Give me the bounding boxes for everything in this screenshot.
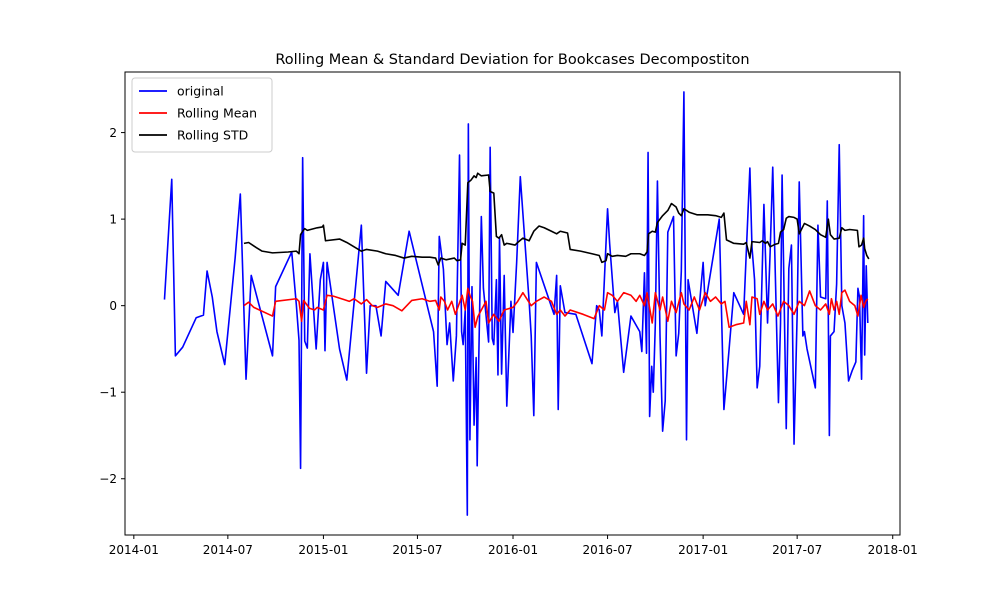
series-line-original xyxy=(163,91,869,516)
x-tick-label: 2017-07 xyxy=(772,543,822,557)
x-tick-label: 2018-01 xyxy=(868,543,918,557)
legend: original Rolling Mean Rolling STD xyxy=(131,77,273,153)
y-tick-label: −1 xyxy=(99,386,117,400)
y-tick-label: 1 xyxy=(109,213,117,227)
plot-frame xyxy=(124,71,901,536)
chart-title: Rolling Mean & Standard Deviation for Bo… xyxy=(275,52,749,68)
x-tick-label: 2016-07 xyxy=(582,543,632,557)
x-tick-label: 2017-01 xyxy=(678,543,728,557)
x-tick-label: 2014-01 xyxy=(109,543,159,557)
x-tick-label: 2016-01 xyxy=(488,543,538,557)
y-tick-label: 2 xyxy=(109,126,117,140)
legend-label-rolling-mean: Rolling Mean xyxy=(177,106,257,121)
legend-label-rolling-std: Rolling STD xyxy=(177,128,248,143)
series-line-rolling-std xyxy=(243,172,870,266)
series-line-rolling-mean xyxy=(243,287,869,329)
series-layer xyxy=(163,91,870,516)
y-axis: −2 −1 0 1 2 xyxy=(99,126,125,486)
x-tick-label: 2014-07 xyxy=(203,543,253,557)
x-axis: 2014-01 2014-07 2015-01 2015-07 2016-01 2016-… xyxy=(109,535,918,557)
legend-label-original: original xyxy=(177,84,224,99)
x-tick-label: 2015-01 xyxy=(298,543,348,557)
y-tick-label: 0 xyxy=(109,299,117,313)
y-tick-label: −2 xyxy=(99,472,117,486)
x-tick-label: 2015-07 xyxy=(392,543,442,557)
legend-box xyxy=(131,77,273,153)
